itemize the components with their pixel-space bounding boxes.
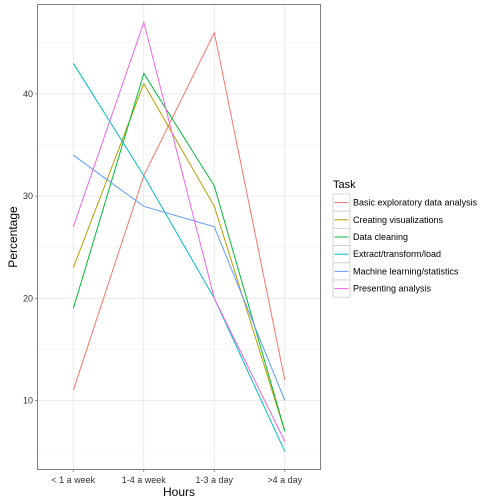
series-line	[72, 82, 286, 432]
legend: Task Basic exploratory data analysis Crea…	[332, 179, 478, 298]
legend-label: Machine learning/statistics	[353, 266, 459, 276]
series-lines	[72, 20, 286, 452]
major-gridlines	[38, 5, 320, 469]
legend-title: Task	[333, 179, 356, 191]
x-tick-label: 1-3 a day	[195, 475, 233, 485]
y-tick-label: 20	[23, 293, 33, 303]
legend-label: Extract/transform/load	[353, 249, 441, 259]
x-axis-title: Hours	[163, 485, 195, 499]
legend-label: Presenting analysis	[353, 284, 432, 294]
x-tick-label: < 1 a week	[51, 475, 95, 485]
series-line	[72, 31, 286, 391]
legend-label: Creating visualizations	[353, 215, 444, 225]
series-line	[73, 154, 286, 401]
y-tick-label: 30	[23, 191, 33, 201]
x-tick-label: 1-4 a week	[122, 475, 167, 485]
series-line	[72, 63, 286, 452]
series-line	[72, 72, 286, 432]
minor-gridlines	[38, 42, 320, 452]
x-tick-label: >4 a day	[267, 475, 302, 485]
y-axis-title: Percentage	[6, 206, 20, 268]
legend-label: Data cleaning	[353, 232, 408, 242]
y-tick-label: 40	[23, 89, 33, 99]
x-axis-ticks: < 1 a week 1-4 a week 1-3 a day >4 a day	[51, 469, 303, 485]
series-line	[72, 20, 286, 442]
y-axis-ticks: 10 20 30 40	[23, 89, 38, 406]
legend-label: Basic exploratory data analysis	[353, 198, 478, 208]
y-tick-label: 10	[23, 396, 33, 406]
